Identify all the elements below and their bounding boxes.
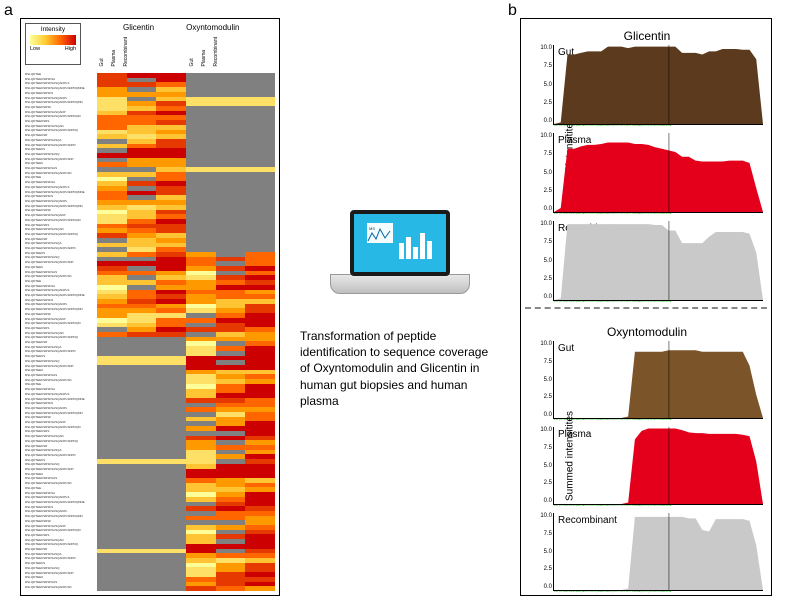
group-title: Oxyntomodulin — [527, 325, 767, 339]
y-ticks: 10.07.55.02.50.0 — [536, 45, 552, 124]
coverage-chart: 10.07.55.02.50.0Recombinant RSLQDTEEKSRS… — [553, 513, 763, 591]
heatmap — [97, 73, 275, 591]
y-ticks: 10.07.55.02.50.0 — [536, 427, 552, 504]
legend-low: Low — [30, 46, 40, 52]
y-ticks: 10.07.55.02.50.0 — [536, 513, 552, 590]
sequence-axis: RSLQDTEEKSRSFSASQADPLSDPDQMNEDKRHSQGTFTS… — [554, 591, 763, 596]
panel-a: Intensity Low High Glicentin Oxyntomodul… — [20, 18, 280, 596]
panel-a-label: a — [4, 2, 13, 20]
src-label: Gut — [99, 37, 111, 66]
coverage-chart: 10.07.55.02.50.0Plasma RSLQDTEEKSRSFSASQ… — [553, 427, 763, 505]
heatmap-cell — [97, 586, 127, 591]
y-ticks: 10.07.55.02.50.0 — [536, 341, 552, 418]
sequence-axis: RSLQDTEEKSRSFSASQADPLSDPDQMNEDKRHSQGTFTS… — [554, 301, 763, 306]
panel-b-divider — [525, 307, 767, 309]
coverage-chart: 10.07.55.02.50.0Gut RSLQDTEEKSRSFSASQADP… — [553, 341, 763, 419]
col-group-glicentin: Glicentin — [123, 23, 154, 32]
coverage-chart: 10.07.55.02.50.0Plasma RSLQDTEEKSRSFSASQ… — [553, 133, 763, 213]
heatmap-row-labels: RSLQDTEERSLQDTEEKSRSFSARSLQDTEEKSRSFSASQ… — [25, 73, 95, 591]
transformation-text: Transformation of peptide identification… — [300, 328, 500, 409]
heatmap-cell — [156, 586, 186, 591]
src-label: Plasma — [111, 37, 123, 66]
y-ticks: 10.07.55.02.50.0 — [536, 221, 552, 300]
sequence-axis: RSLQDTEEKSRSFSASQADPLSDPDQMNEDKRHSQGTFTS… — [554, 419, 763, 424]
heatmap-cell — [245, 586, 275, 591]
y-ticks: 10.07.55.02.50.0 — [536, 133, 552, 212]
src-label: Plasma — [201, 37, 213, 66]
chart-group-oxyntomodulin: Oxyntomodulin Summed intensitites 10.07.… — [527, 319, 767, 593]
heatmap-cell — [186, 586, 216, 591]
src-label: Gut — [189, 37, 201, 66]
chart-group-glicentin: Glicentin Summed intensitites 10.07.55.0… — [527, 23, 767, 303]
group-title: Glicentin — [527, 29, 767, 43]
sequence-axis: RSLQDTEEKSRSFSASQADPLSDPDQMNEDKRHSQGTFTS… — [554, 125, 763, 130]
src-label: Recombinant — [123, 37, 135, 66]
col-group-oxyntomodulin: Oxyntomodulin — [186, 23, 239, 32]
legend-title: Intensity — [26, 26, 80, 33]
panel-b: Glicentin Summed intensitites 10.07.55.0… — [520, 18, 772, 596]
sequence-axis: RSLQDTEEKSRSFSASQADPLSDPDQMNEDKRHSQGTFTS… — [554, 505, 763, 510]
legend-gradient — [30, 35, 76, 45]
svg-text:MS: MS — [369, 226, 375, 231]
coverage-chart: 10.07.55.02.50.0Recombinant RSLQDTEEKSRS… — [553, 221, 763, 301]
heatmap-cell — [127, 586, 157, 591]
coverage-chart: 10.07.55.02.50.0Gut RSLQDTEEKSRSFSASQADP… — [553, 45, 763, 125]
sequence-axis: RSLQDTEEKSRSFSASQADPLSDPDQMNEDKRHSQGTFTS… — [554, 213, 763, 218]
intensity-legend: Intensity Low High — [25, 23, 81, 65]
middle-content: MS Transformation of peptide identificat… — [300, 210, 500, 409]
laptop-icon: MS — [330, 210, 470, 310]
src-label: Recombinant — [213, 37, 225, 66]
heatmap-cell — [216, 586, 246, 591]
heatmap-source-labels: Gut Plasma Recombinant Gut Plasma Recomb… — [99, 37, 225, 66]
legend-high: High — [65, 46, 76, 52]
panel-b-label: b — [508, 2, 517, 20]
